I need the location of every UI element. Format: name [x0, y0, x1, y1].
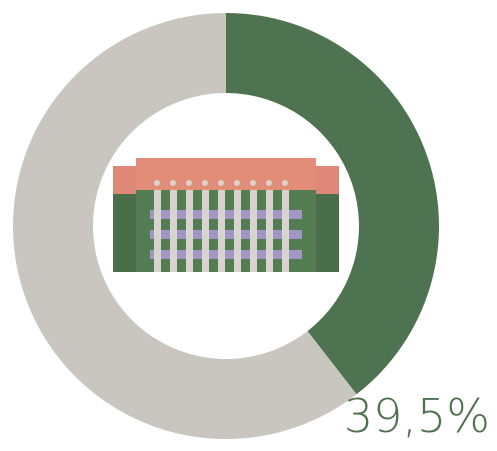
donut-slice: [226, 13, 439, 395]
donut-slice: [13, 13, 357, 440]
donut: [13, 13, 439, 440]
value-label: 39,5%: [344, 389, 490, 443]
building-icon: [113, 158, 339, 272]
